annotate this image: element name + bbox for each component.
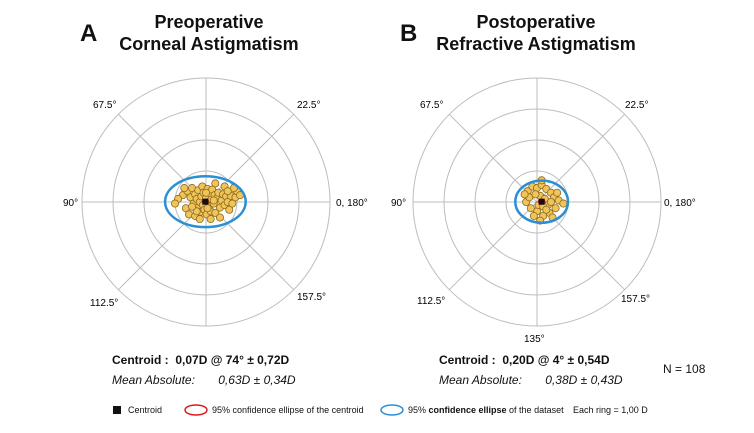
- panel-b-centroid-value: 0,20D @ 4° ± 0,54D: [502, 353, 610, 367]
- panel-a-axis-157: 157.5°: [297, 292, 326, 303]
- panel-b-axis-67: 67.5°: [420, 100, 443, 111]
- data-point: [180, 184, 189, 193]
- legend-dataset-pre: 95%: [408, 405, 429, 415]
- panel-a-mean-stat: Mean Absolute: 0,63D ± 0,34D: [112, 373, 296, 387]
- panel-b-points: [520, 176, 568, 225]
- spoke-5: [448, 113, 538, 203]
- data-point: [211, 179, 220, 188]
- data-point: [559, 199, 568, 208]
- panel-a-axis-90: 90°: [63, 198, 78, 209]
- panel-a-plot: 0, 180° 22.5° 67.5° 90° 112.5° 157.5°: [63, 77, 368, 327]
- panel-a-title-line2: Corneal Astigmatism: [119, 34, 299, 54]
- data-point: [195, 215, 204, 224]
- data-point: [546, 197, 555, 206]
- legend-dataset-bold: confidence ellipse: [428, 405, 507, 415]
- legend-centroid-ellipse-label: 95% confidence ellipse of the centroid: [212, 405, 364, 415]
- data-point: [228, 199, 237, 208]
- legend-dataset-ellipse-label: 95% confidence ellipse of the dataset: [408, 405, 564, 415]
- legend-centroid-label: Centroid: [128, 405, 163, 415]
- data-point: [526, 204, 535, 213]
- panel-b-axis-157: 157.5°: [621, 294, 650, 305]
- panel-b-axis-0: 0, 180°: [664, 198, 696, 209]
- data-point: [188, 202, 197, 211]
- panel-b-dataset-ellipse: [514, 179, 570, 225]
- panel-a-centroid-label: Centroid :: [112, 353, 169, 367]
- panel-b-letter: B: [400, 20, 418, 47]
- legend-centroid-ellipse-icon: [184, 404, 208, 416]
- panel-b-axis-90: 90°: [391, 198, 406, 209]
- data-point: [215, 213, 224, 222]
- panel-a-axis-0: 0, 180°: [336, 198, 368, 209]
- panel-a-centroid-stat: Centroid : 0,07D @ 74° ± 0,72D: [112, 353, 289, 367]
- panel-b-title-line1: Postoperative: [476, 12, 596, 32]
- panel-a-mean-label: Mean Absolute:: [112, 373, 195, 387]
- panel-a-axis-67: 67.5°: [93, 100, 116, 111]
- legend-ring-label: Each ring = 1,00 D: [573, 405, 648, 415]
- data-point: [529, 211, 538, 220]
- panel-a-title: Preoperative Corneal Astigmatism: [94, 11, 324, 55]
- data-point: [542, 205, 551, 214]
- spoke-3: [448, 201, 538, 291]
- panel-a-axis-112: 112.5°: [90, 298, 118, 309]
- data-point: [531, 190, 540, 199]
- panel-b-centroid-label: Centroid :: [439, 353, 496, 367]
- panel-b-title-line2: Refractive Astigmatism: [436, 34, 636, 54]
- data-point: [203, 204, 212, 213]
- legend-centroid-icon: [113, 406, 121, 414]
- panel-a-letter: A: [80, 20, 98, 47]
- data-point: [192, 207, 201, 216]
- panel-b-mean-label: Mean Absolute:: [439, 373, 522, 387]
- panel-a-centroid-marker: [202, 198, 209, 205]
- panel-b-centroid-stat: Centroid : 0,20D @ 4° ± 0,54D: [439, 353, 609, 367]
- data-point: [551, 204, 560, 213]
- panel-b-plot: 0, 180° 22.5° 67.5° 90° 112.5° 157.5° 13…: [391, 77, 696, 345]
- panel-a-centroid-value: 0,07D @ 74° ± 0,72D: [175, 353, 290, 367]
- sample-size: N = 108: [663, 362, 706, 376]
- data-point: [223, 187, 232, 196]
- data-point: [206, 215, 215, 224]
- data-point: [553, 188, 562, 197]
- data-point: [201, 188, 210, 197]
- panel-a-title-line1: Preoperative: [154, 12, 264, 32]
- panel-b-centroid-marker: [538, 198, 545, 205]
- panel-a-dataset-ellipse: [163, 175, 247, 229]
- data-point: [520, 190, 529, 199]
- panel-a-mean-value: 0,63D ± 0,34D: [218, 373, 296, 387]
- legend-dataset-ellipse-icon: [380, 404, 404, 416]
- data-point: [209, 196, 218, 205]
- spoke-7: [205, 113, 295, 203]
- spoke-7: [536, 113, 626, 203]
- data-point: [211, 208, 220, 217]
- panel-b-title: Postoperative Refractive Astigmatism: [421, 11, 651, 55]
- panel-b-axis-135: 135°: [524, 334, 545, 345]
- panel-a-axis-22: 22.5°: [297, 100, 320, 111]
- data-point: [170, 199, 179, 208]
- legend-dataset-post: of the dataset: [506, 405, 564, 415]
- panel-b-axis-112: 112.5°: [417, 296, 445, 307]
- data-point: [225, 205, 234, 214]
- panel-b-mean-stat: Mean Absolute: 0,38D ± 0,43D: [439, 373, 623, 387]
- panel-b-mean-value: 0,38D ± 0,43D: [545, 373, 623, 387]
- panel-b-axis-22: 22.5°: [625, 100, 648, 111]
